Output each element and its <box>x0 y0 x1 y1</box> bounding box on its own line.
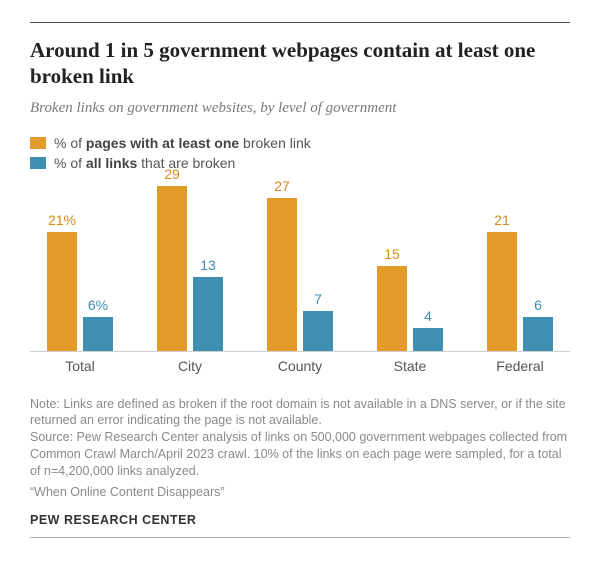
legend-label-1: % of pages with at least one broken link <box>54 135 311 151</box>
bar-links: 6% <box>83 297 113 351</box>
bar <box>377 266 407 351</box>
legend: % of pages with at least one broken link… <box>30 135 570 171</box>
x-axis-label: State <box>364 358 456 374</box>
legend-row-2: % of all links that are broken <box>30 155 570 171</box>
bar-links: 13 <box>193 257 223 351</box>
chart-subtitle: Broken links on government websites, by … <box>30 100 570 117</box>
bar <box>47 232 77 351</box>
bar-chart: 21%6%2913277154216 TotalCityCountyStateF… <box>30 181 570 374</box>
chart-notes: Note: Links are defined as broken if the… <box>30 396 570 501</box>
legend-bold: pages with at least one <box>86 135 239 151</box>
legend-swatch-2 <box>30 157 46 169</box>
bar-pages: 27 <box>267 178 297 351</box>
bottom-rule <box>30 537 570 538</box>
bar-value-label: 21 <box>494 212 510 228</box>
chart-plot-area: 21%6%2913277154216 <box>30 181 570 352</box>
bar-value-label: 13 <box>200 257 216 273</box>
bar-value-label: 6 <box>534 297 542 313</box>
bar <box>193 277 223 351</box>
bar <box>523 317 553 351</box>
bar-group: 15 4 <box>364 246 456 351</box>
bar <box>83 317 113 351</box>
legend-text: broken link <box>239 135 311 151</box>
bar <box>487 232 517 351</box>
bar-group: 21% 6% <box>34 212 126 351</box>
x-axis-label: County <box>254 358 346 374</box>
bar <box>267 198 297 351</box>
bar-value-label: 15 <box>384 246 400 262</box>
bar-value-label: 7 <box>314 291 322 307</box>
bar-value-label: 6% <box>88 297 108 313</box>
bar-links: 6 <box>523 297 553 351</box>
bar-value-label: 4 <box>424 308 432 324</box>
footer-source: PEW RESEARCH CENTER <box>30 513 570 527</box>
bar-links: 7 <box>303 291 333 351</box>
bar <box>157 186 187 350</box>
x-axis-label: City <box>144 358 236 374</box>
source-text: Source: Pew Research Center analysis of … <box>30 429 570 480</box>
bar <box>413 328 443 351</box>
bar-group: 29 13 <box>144 166 236 350</box>
legend-text: % of <box>54 135 86 151</box>
bar-value-label: 21% <box>48 212 76 228</box>
bar-value-label: 27 <box>274 178 290 194</box>
x-axis-label: Federal <box>474 358 566 374</box>
legend-row-1: % of pages with at least one broken link <box>30 135 570 151</box>
bar-pages: 21 <box>487 212 517 351</box>
chart-title: Around 1 in 5 government webpages contai… <box>30 37 570 90</box>
legend-bold: all links <box>86 155 137 171</box>
note-text: Note: Links are defined as broken if the… <box>30 396 570 430</box>
bar-group: 21 6 <box>474 212 566 351</box>
bar-pages: 15 <box>377 246 407 351</box>
bar-value-label: 29 <box>164 166 180 182</box>
chart-x-labels: Total City County State Federal <box>30 352 570 374</box>
bar-group: 27 7 <box>254 178 346 351</box>
legend-text: % of <box>54 155 86 171</box>
bar-pages: 29 <box>157 166 187 350</box>
bar-pages: 21% <box>47 212 77 351</box>
top-rule <box>30 22 570 23</box>
legend-swatch-1 <box>30 137 46 149</box>
quote-text: “When Online Content Disappears” <box>30 484 570 501</box>
chart-card: Around 1 in 5 government webpages contai… <box>0 0 600 556</box>
bar-links: 4 <box>413 308 443 351</box>
bar <box>303 311 333 351</box>
x-axis-label: Total <box>34 358 126 374</box>
